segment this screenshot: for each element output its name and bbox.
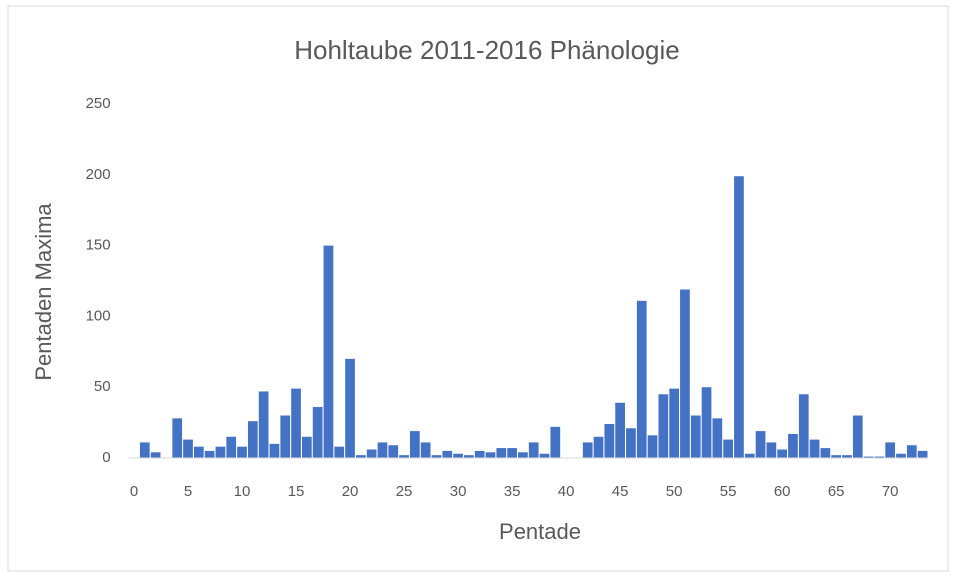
bar — [280, 415, 291, 458]
bar — [906, 445, 917, 458]
bar — [863, 456, 874, 458]
bar — [237, 446, 247, 458]
bar — [258, 391, 269, 458]
bar — [626, 428, 636, 458]
bar — [755, 431, 766, 458]
x-tick-label: 30 — [450, 483, 467, 500]
chart-title: Hohltaube 2011-2016 Phänologie — [294, 35, 680, 65]
bar — [150, 452, 161, 458]
bar — [647, 435, 658, 458]
bar — [896, 453, 906, 458]
x-tick-label: 0 — [130, 483, 138, 500]
bar — [247, 421, 258, 458]
bar — [410, 431, 420, 458]
bar — [377, 442, 388, 458]
bar — [464, 455, 474, 458]
bar — [539, 453, 550, 458]
y-tick-label: 0 — [102, 449, 110, 466]
bar — [658, 394, 669, 458]
bar — [345, 358, 355, 458]
x-tick-label: 65 — [828, 483, 845, 500]
bar — [874, 456, 885, 458]
bar — [334, 446, 345, 458]
bar — [431, 455, 442, 458]
bar — [604, 424, 615, 458]
bar — [442, 450, 453, 458]
bar — [734, 176, 744, 458]
x-axis-title: Pentade — [499, 519, 581, 544]
bar — [204, 450, 215, 458]
bar — [507, 448, 517, 458]
bar — [312, 407, 323, 458]
y-tick-label: 50 — [94, 378, 111, 395]
bar — [669, 388, 679, 458]
y-tick-label: 100 — [86, 307, 111, 324]
bar — [723, 439, 734, 458]
bar — [139, 442, 150, 458]
bar — [798, 394, 809, 458]
bar — [885, 442, 896, 458]
x-tick-label: 5 — [184, 483, 192, 500]
bar — [399, 455, 409, 458]
chart-frame — [7, 5, 949, 572]
bar — [809, 439, 820, 458]
x-tick-label: 45 — [612, 483, 629, 500]
x-tick-label: 35 — [504, 483, 521, 500]
x-tick-label: 70 — [882, 483, 899, 500]
bar — [301, 436, 312, 458]
bar — [852, 415, 863, 458]
bar — [518, 452, 528, 458]
bar — [820, 448, 831, 458]
y-tick-label: 250 — [86, 95, 111, 112]
bar — [355, 455, 366, 458]
y-tick-label: 150 — [86, 237, 111, 254]
bar — [917, 450, 928, 458]
bar — [485, 452, 496, 458]
bar — [582, 442, 593, 458]
x-tick-label: 40 — [558, 483, 575, 500]
x-tick-label: 50 — [666, 483, 683, 500]
bar — [744, 453, 755, 458]
bar — [420, 442, 431, 458]
bar — [593, 436, 604, 458]
x-tick-label: 60 — [774, 483, 791, 500]
y-axis-title: Pentaden Maxima — [31, 203, 56, 381]
bar — [496, 448, 507, 458]
bar — [712, 418, 723, 458]
bar — [226, 436, 237, 458]
bar — [788, 433, 798, 458]
bar — [388, 445, 399, 458]
bar — [323, 245, 334, 458]
x-tick-label: 10 — [234, 483, 251, 500]
bar — [550, 426, 561, 458]
x-tick-label: 15 — [288, 483, 305, 500]
bar — [636, 300, 647, 458]
bar — [172, 418, 183, 458]
bar — [183, 439, 193, 458]
bar — [831, 455, 842, 458]
bar — [453, 453, 463, 458]
bar — [366, 449, 377, 458]
x-tick-label: 25 — [396, 483, 413, 500]
bar — [842, 455, 852, 458]
bar — [193, 446, 204, 458]
bar — [777, 449, 788, 458]
bar — [474, 450, 485, 458]
bar — [615, 402, 625, 458]
y-tick-label: 200 — [86, 166, 111, 183]
bar — [528, 442, 539, 458]
bar — [690, 415, 701, 458]
bar — [269, 443, 280, 458]
bar — [291, 388, 301, 458]
bar — [680, 289, 690, 458]
x-tick-label: 55 — [720, 483, 737, 500]
x-tick-label: 20 — [342, 483, 359, 500]
bar — [701, 387, 712, 458]
bar — [766, 442, 777, 458]
bar — [215, 446, 226, 458]
